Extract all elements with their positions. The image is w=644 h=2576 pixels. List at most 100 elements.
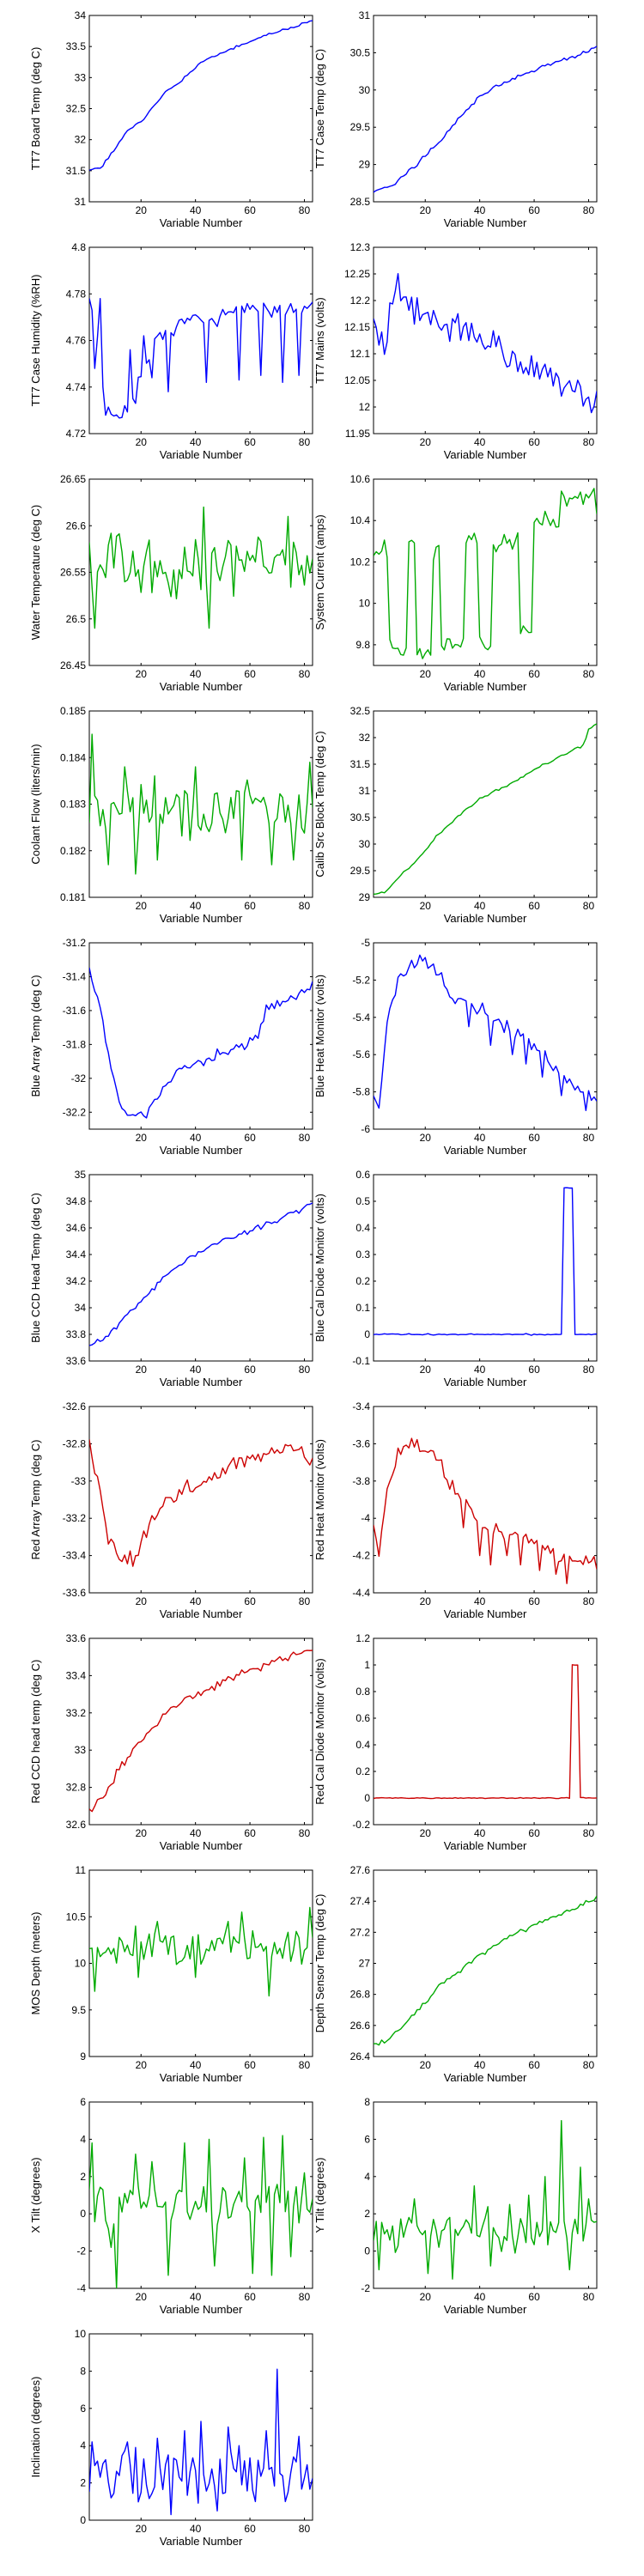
x-axis-label: Variable Number: [160, 2303, 243, 2316]
x-tick-label: 20: [136, 2059, 148, 2071]
y-axis-label: TT7 Mains (volts): [313, 297, 326, 383]
y-tick-label: 28.5: [350, 196, 371, 208]
x-tick-label: 60: [528, 1595, 540, 1607]
x-tick-label: 20: [420, 1827, 432, 1839]
x-tick-label: 60: [244, 900, 256, 912]
series-line: [89, 2368, 313, 2516]
series-line: [374, 1437, 597, 1584]
y-tick-label: 6: [364, 2133, 370, 2145]
y-tick-label: -33.6: [63, 1587, 87, 1599]
subplot: 20 40 60 80 33.6 33.8 34 34.2 34.4 34.6 34.8 35 Vari…: [29, 1169, 313, 1388]
series-line: [89, 1202, 313, 1346]
y-tick-label: 4: [364, 2171, 370, 2183]
y-tick-label: -31.4: [63, 970, 87, 982]
y-tick-label: -31.6: [63, 1005, 87, 1017]
x-tick-label: 40: [190, 1132, 202, 1144]
y-tick-label: 6: [80, 2096, 86, 2108]
y-axis-label: Y Tilt (degrees): [313, 2158, 326, 2233]
y-tick-label: 12.3: [350, 241, 371, 253]
y-tick-label: 29.5: [350, 865, 371, 877]
y-tick-label: 0.3: [355, 1249, 370, 1261]
y-tick-label: 12.05: [344, 374, 370, 386]
x-tick-label: 20: [136, 204, 148, 216]
plot-frame: [373, 1637, 598, 1826]
y-tick-label: -6: [361, 1123, 370, 1135]
x-axis-label: Variable Number: [160, 2071, 243, 2084]
y-tick-label: 31.5: [66, 165, 87, 177]
x-tick-label: 80: [299, 1827, 311, 1839]
y-tick-label: 33: [75, 1744, 87, 1756]
x-tick-label: 40: [190, 436, 202, 448]
y-tick-label: 32.5: [350, 705, 371, 717]
x-tick-label: 60: [528, 1364, 540, 1376]
y-tick-label: 26.65: [60, 473, 86, 485]
x-tick-label: 20: [420, 436, 432, 448]
y-tick-label: -32.8: [63, 1437, 87, 1449]
y-tick-label: 8: [80, 2365, 86, 2377]
y-tick-label: 0.6: [355, 1712, 370, 1724]
x-tick-label: 40: [190, 2523, 202, 2535]
x-tick-label: 60: [244, 668, 256, 680]
y-tick-label: 12.1: [350, 348, 371, 360]
y-tick-label: 0.181: [60, 891, 86, 903]
series-line: [374, 46, 597, 193]
series-line: [89, 1439, 313, 1567]
series-line: [89, 2135, 313, 2288]
y-tick-label: -3.8: [352, 1475, 370, 1487]
x-tick-label: 20: [136, 1132, 148, 1144]
y-tick-label: 12.25: [344, 268, 370, 280]
y-tick-label: 6: [80, 2403, 86, 2415]
y-tick-label: 31: [359, 9, 371, 21]
x-axis-label: Variable Number: [444, 912, 527, 925]
y-tick-label: 1: [364, 1659, 370, 1671]
y-tick-label: 34: [75, 9, 87, 21]
y-tick-label: 0.8: [355, 1686, 370, 1698]
y-tick-label: 32: [75, 134, 87, 146]
series-line: [374, 273, 597, 414]
y-axis-label: System Current (amps): [313, 514, 326, 629]
x-tick-label: 40: [190, 1827, 202, 1839]
x-axis-label: Variable Number: [160, 680, 243, 693]
y-tick-label: 34.4: [66, 1249, 87, 1261]
x-tick-label: 20: [136, 900, 148, 912]
y-tick-label: 10: [75, 2328, 87, 2340]
x-tick-label: 40: [474, 2059, 486, 2071]
plot-frame: [88, 1406, 313, 1594]
x-axis-label: Variable Number: [160, 448, 243, 461]
y-tick-label: -5: [361, 937, 370, 949]
y-tick-label: 9.8: [355, 639, 370, 651]
x-tick-label: 40: [190, 204, 202, 216]
y-tick-label: 10.2: [350, 556, 371, 568]
subplot: 20 40 60 80 11.95 12 12.05 12.1 12.15 12.2 12.25 12…: [313, 241, 598, 461]
x-tick-label: 20: [420, 668, 432, 680]
y-tick-label: 0.185: [60, 705, 86, 717]
y-tick-label: -4.2: [352, 1550, 370, 1562]
x-tick-label: 20: [136, 436, 148, 448]
subplot: 20 40 60 80 9.8 10 10.2 10.4 10.6 Variable Number…: [313, 473, 598, 693]
x-tick-label: 80: [299, 1364, 311, 1376]
y-tick-label: 0.182: [60, 845, 86, 857]
x-tick-label: 80: [583, 204, 595, 216]
y-axis-label: TT7 Case Temp (deg C): [313, 49, 326, 168]
y-axis-label: TT7 Case Humidity (%RH): [29, 275, 42, 407]
x-tick-label: 60: [244, 1827, 256, 1839]
y-tick-label: 0.2: [355, 1275, 370, 1287]
y-tick-label: 10.5: [66, 1911, 87, 1923]
y-axis-label: Blue CCD Head Temp (deg C): [29, 1193, 42, 1343]
y-axis-label: Red Heat Monitor (volts): [313, 1439, 326, 1560]
subplot: 20 40 60 80 4.72 4.74 4.76 4.78 4.8 Variable Numb…: [29, 241, 313, 461]
series-line: [89, 506, 313, 629]
y-tick-label: 33.2: [66, 1707, 87, 1719]
y-tick-label: 0.5: [355, 1195, 370, 1207]
y-tick-label: 29.5: [350, 121, 371, 133]
subplot: 20 40 60 80 9 9.5 10 10.5 11 Variable Number MOS D…: [29, 1864, 313, 2084]
x-axis-label: Variable Number: [444, 448, 527, 461]
x-tick-label: 80: [299, 900, 311, 912]
y-tick-label: 0.183: [60, 799, 86, 811]
plot-frame: [88, 2101, 313, 2289]
x-tick-label: 80: [583, 1364, 595, 1376]
y-tick-label: 32.8: [66, 1782, 87, 1794]
y-tick-label: 27.6: [350, 1864, 371, 1876]
y-tick-label: -3.4: [352, 1400, 370, 1413]
